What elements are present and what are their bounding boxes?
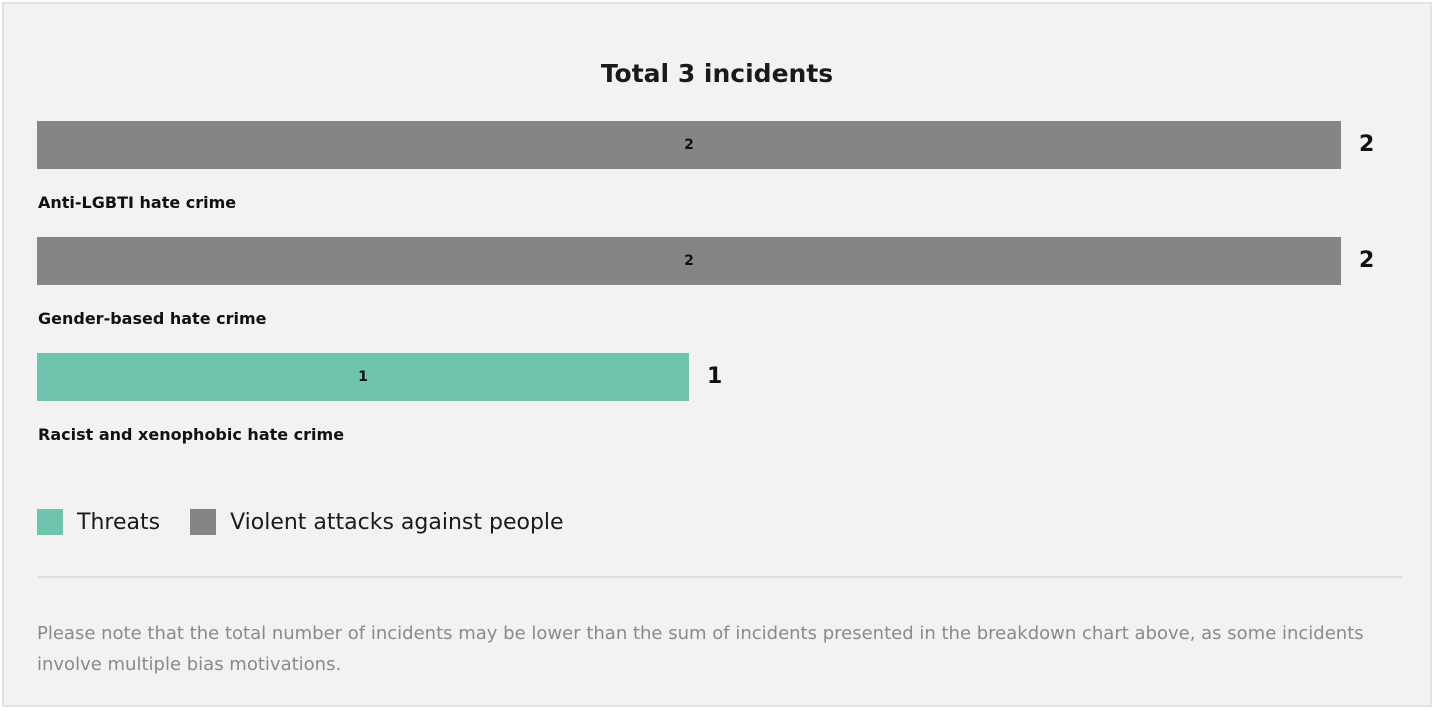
- bar-track: 2: [37, 237, 1341, 285]
- bar-segment-violent-attacks-against-people[interactable]: 2: [37, 237, 1341, 285]
- legend-swatch-threats: [37, 509, 63, 535]
- legend: Threats Violent attacks against people: [37, 507, 594, 537]
- bar-segment-violent-attacks-against-people[interactable]: 2: [37, 121, 1341, 169]
- category-label: Anti-LGBTI hate crime: [38, 193, 237, 212]
- footnote: Please note that the total number of inc…: [37, 623, 1364, 675]
- legend-label-threats: Threats: [77, 509, 161, 535]
- legend-swatch-violent-attacks: [190, 509, 217, 535]
- bar-row-racist-and-xenophobic-hate-crime: 1 1 Racist and xenophobic hate crime: [4, 353, 1434, 453]
- legend-label-violent-attacks: Violent attacks against people: [230, 509, 564, 535]
- category-label: Gender-based hate crime: [38, 309, 267, 328]
- bar-track: 2: [37, 121, 1341, 169]
- category-label: Racist and xenophobic hate crime: [38, 425, 345, 444]
- bar-row-gender-based-hate-crime: 2 2 Gender-based hate crime: [4, 237, 1434, 337]
- bar-total-label: 1: [707, 364, 723, 389]
- legend-item-violent-attacks[interactable]: Violent attacks against people: [190, 509, 564, 535]
- bar-row-anti-lgbti-hate-crime: 2 2 Anti-LGBTI hate crime: [4, 121, 1434, 221]
- chart-title: Total 3 incidents: [600, 59, 834, 88]
- legend-item-threats[interactable]: Threats: [37, 509, 160, 535]
- divider: [37, 576, 1403, 578]
- bar-total-label: 2: [1359, 248, 1375, 273]
- bar-total-label: 2: [1359, 132, 1375, 157]
- bar-segment-threats[interactable]: 1: [37, 353, 689, 401]
- bar-track: 1: [37, 353, 689, 401]
- bars-area: 2 2 Anti-LGBTI hate crime 2 2 Gender-based ha…: [4, 4, 1434, 474]
